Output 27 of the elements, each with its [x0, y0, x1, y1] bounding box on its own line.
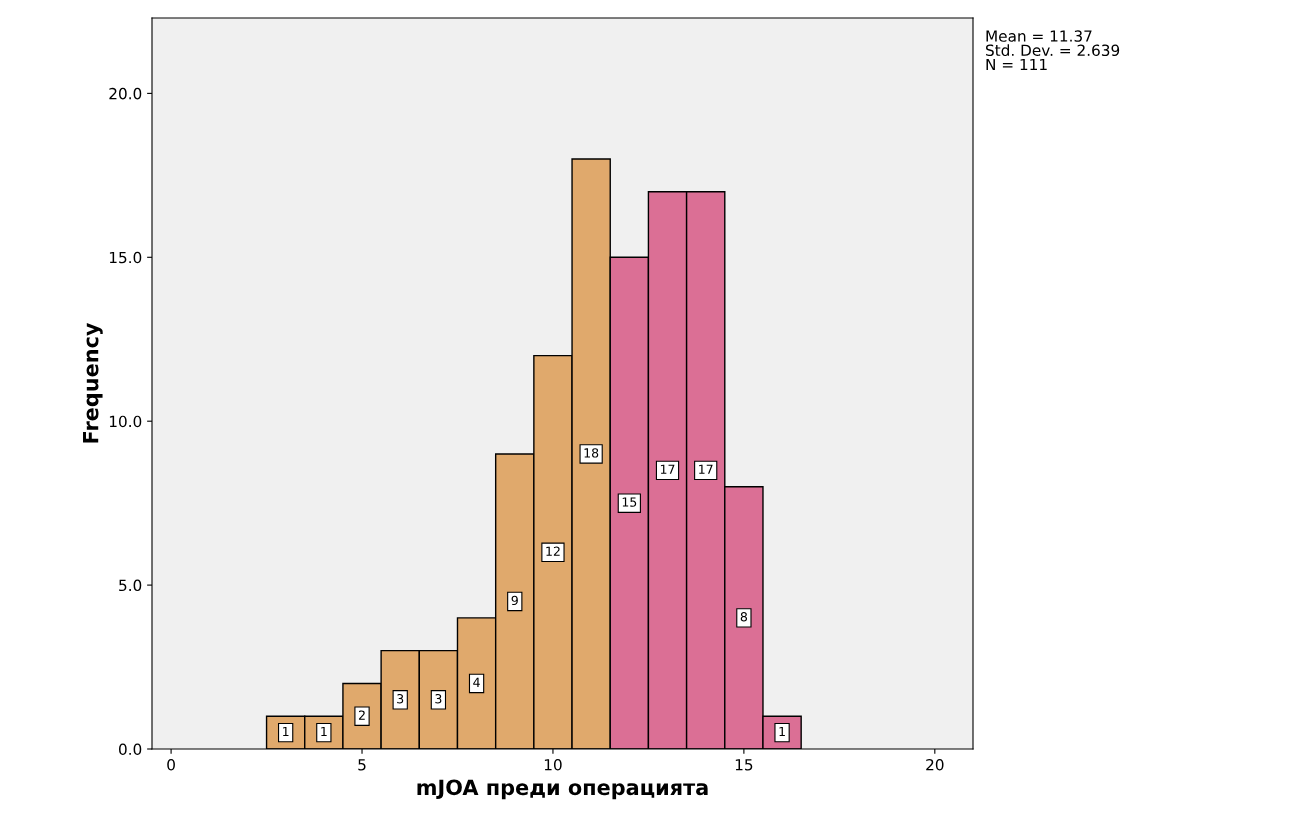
data-label: 3 — [397, 694, 404, 704]
data-label: 15 — [622, 497, 637, 507]
x-tick-label: 5 — [358, 759, 366, 771]
data-label: 1 — [283, 726, 289, 737]
data-label: 4 — [473, 677, 480, 687]
data-label: 17 — [699, 464, 713, 474]
data-label: 17 — [660, 464, 675, 474]
x-tick-label: 15 — [735, 759, 753, 771]
y-tick-label: 5.0 — [119, 579, 142, 592]
x-axis-title: mJOA преди операцията — [417, 779, 708, 800]
data-label: 1 — [321, 726, 327, 737]
data-label: 9 — [511, 595, 518, 606]
data-label: 8 — [740, 612, 747, 622]
y-axis-title: Frequency — [83, 322, 103, 443]
y-tick-label: 0.0 — [118, 743, 142, 756]
data-label: 1 — [779, 726, 785, 737]
x-tick-label: 20 — [926, 758, 944, 771]
data-label: 12 — [546, 546, 560, 556]
data-label: 18 — [584, 448, 599, 458]
y-tick-label: 10.0 — [109, 415, 142, 428]
x-tick-label: 10 — [544, 758, 562, 771]
data-label: 2 — [358, 710, 365, 720]
y-tick-label: 15.0 — [109, 251, 142, 264]
y-tick-label: 20.0 — [109, 87, 142, 100]
text: Mean = 11.37 Std. Dev. = 2.639 N = 111 — [986, 30, 1120, 71]
data-label: 3 — [435, 694, 442, 704]
x-tick-label: 0 — [167, 758, 175, 771]
